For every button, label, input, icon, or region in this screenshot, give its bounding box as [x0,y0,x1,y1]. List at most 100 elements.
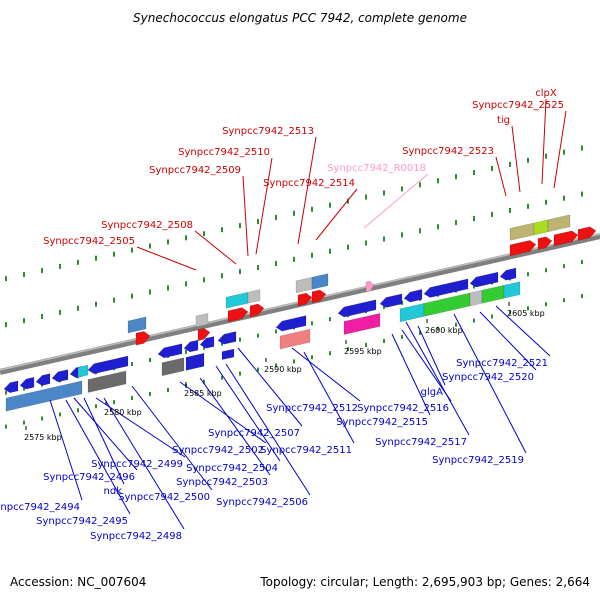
leader-line [194,230,237,265]
gene-label-synpcc7942-2498: Synpcc7942_2498 [90,531,182,542]
kbp-label: 2600 kbp [425,326,463,335]
kbp-label: 2605 kbp [507,309,545,318]
gene-arrow [577,226,597,241]
leader-line [65,399,131,515]
gene-block [221,348,235,360]
gene-block [547,214,571,233]
gene-label-synpcc7942-r0018: Synpcc7942_R0018 [327,163,426,174]
kbp-label: 2585 kbp [184,389,222,398]
leader-line [225,363,311,496]
gene-label-synpcc7942-2521: Synpcc7942_2521 [456,358,548,369]
leader-line [495,305,551,357]
leader-line [95,397,186,458]
leader-line [136,246,197,271]
gene-arrow [35,373,51,386]
gene-arrow [3,380,19,393]
leader-line [315,188,358,241]
leader-line [179,381,267,444]
gene-label-synpcc7942-2515: Synpcc7942_2515 [336,417,428,428]
gene-label-synpcc7942-2499: Synpcc7942_2499 [91,459,183,470]
leader-line [131,385,213,491]
gene-arrow [297,292,313,307]
gene-block [195,313,209,328]
gene-label-synpcc7942-2511: Synpcc7942_2511 [260,445,352,456]
gene-arrow [379,293,403,308]
gene-block [399,303,425,323]
leader-line [453,313,527,454]
gene-block [247,289,261,304]
gene-label-synpcc7942-2509: Synpcc7942_2509 [149,165,241,176]
gene-label-ndk: ndk [104,486,123,497]
leader-line [255,157,273,255]
gene-arrow [87,355,129,374]
gene-block [469,289,483,307]
gene-block [87,370,127,393]
leader-line [391,333,431,416]
leader-line [83,397,125,485]
gene-label-synpcc7942-2520: Synpcc7942_2520 [442,372,534,383]
leader-line [242,175,249,257]
leader-line [401,329,452,402]
gene-label-synpcc7942-2525: Synpcc7942_2525 [472,100,564,111]
leader-line [405,321,470,436]
gene-label-synpcc7942-2495: Synpcc7942_2495 [36,516,128,527]
gene-label-synpcc7942-2512: Synpcc7942_2512 [266,403,358,414]
leader-line [297,136,317,245]
gene-block [503,281,521,299]
gene-arrow [183,339,199,353]
gene-features [3,214,597,412]
gene-label-synpcc7942-2517: Synpcc7942_2517 [375,437,467,448]
leader-line [541,98,547,185]
kbp-label: 2595 kbp [344,347,382,356]
leader-line [103,397,185,530]
gene-label-synpcc7942-2505: Synpcc7942_2505 [43,236,135,247]
leader-line [495,156,507,197]
gene-label-synpcc7942-2503: Synpcc7942_2503 [176,477,268,488]
gene-arrow [217,331,237,345]
gene-label-synpcc7942-2494: Synpcc7942_2494 [0,502,80,513]
leader-line [291,347,361,402]
map-title: Synechococcus elongatus PCC 7942, comple… [133,11,467,25]
gene-label-synpcc7942-2514: Synpcc7942_2514 [263,178,355,189]
gene-label-synpcc7942-2506: Synpcc7942_2506 [216,497,308,508]
kbp-label: 2575 kbp [24,433,62,442]
leader-line [237,347,303,427]
gene-label-synpcc7942-2523: Synpcc7942_2523 [402,146,494,157]
gene-arrow [469,271,499,288]
leader-line [417,325,446,386]
gene-arrow [157,343,183,359]
gene-label-synpcc7942-2516: Synpcc7942_2516 [357,403,449,414]
gene-arrow [51,369,69,383]
gene-arrow [537,236,553,250]
gene-arrow [135,331,151,346]
gene-arrow [553,230,579,247]
label-leader-lines [49,98,567,530]
gene-arrow [227,307,249,323]
leader-line [553,110,567,189]
gene-arrow [275,315,307,332]
gene-arrow [311,289,327,304]
genome-summary-text: Topology: circular; Length: 2,695,903 bp… [259,575,590,589]
gene-arrow [423,278,469,298]
gene-block [225,291,249,309]
gene-arrow [499,267,517,281]
strand-tick-marks [5,145,583,429]
gene-label-synpcc7942-2519: Synpcc7942_2519 [432,455,524,466]
gene-label-tig: tig [497,115,510,126]
gene-label-synpcc7942-2496: Synpcc7942_2496 [43,472,135,483]
leader-line [49,399,83,501]
gene-label-synpcc7942-2502: Synpcc7942_2502 [172,445,264,456]
gene-block [311,273,329,290]
gene-labels: Synpcc7942_2505 Synpcc7942_2508 Synpcc7942… [0,88,564,542]
leader-line [511,125,521,193]
gene-arrow [199,336,215,349]
gene-block [509,222,535,241]
kbp-label: 2590 kbp [264,365,302,374]
gene-label-synpcc7942-2504: Synpcc7942_2504 [186,463,278,474]
gene-block [295,276,313,294]
gene-label-glga: glgA [421,387,443,398]
leader-line [215,365,281,462]
gene-arrow [365,280,375,293]
gene-label-synpcc7942-2507: Synpcc7942_2507 [208,428,300,439]
